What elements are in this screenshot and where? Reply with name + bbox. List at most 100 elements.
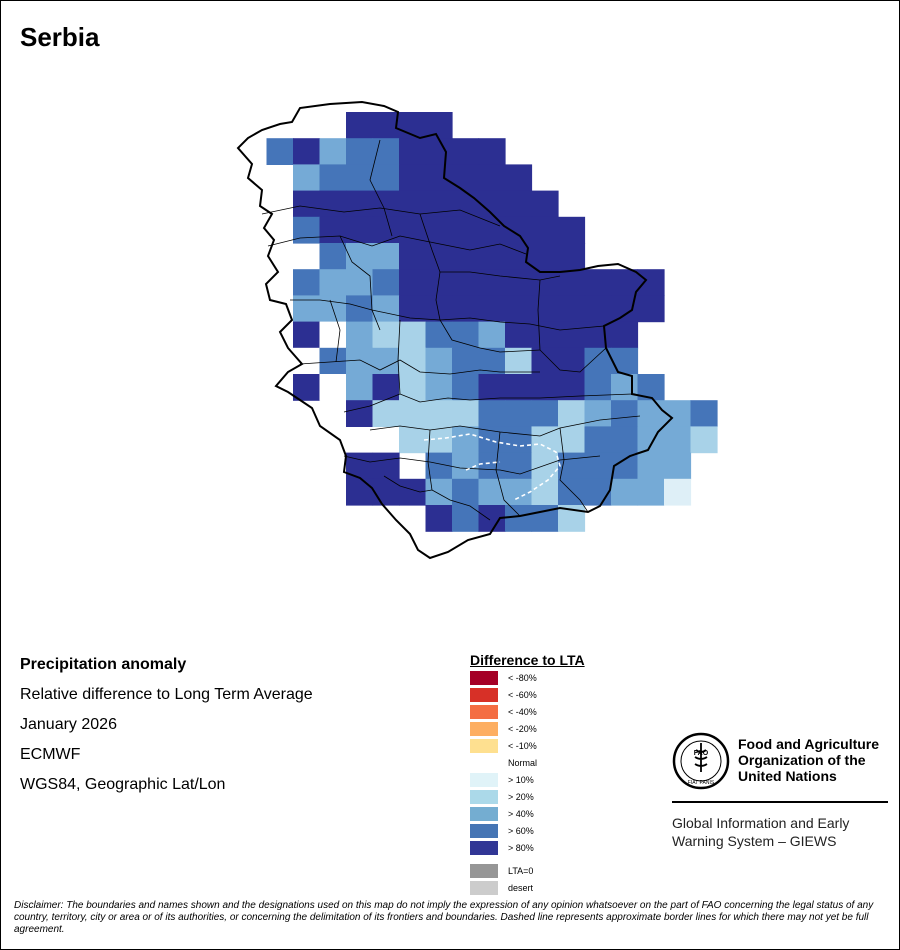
- legend-item-label: < -40%: [508, 707, 537, 717]
- grid-cell: [319, 321, 347, 349]
- legend-item-label: > 10%: [508, 775, 534, 785]
- grid-cell: [611, 269, 639, 296]
- period-label: January 2026: [20, 716, 117, 733]
- grid-cell: [558, 452, 586, 480]
- disclaimer-text: Disclaimer: The boundaries and names sho…: [14, 900, 874, 935]
- grid-cell: [293, 216, 321, 244]
- grid-cell: [505, 190, 533, 218]
- grid-cell: [478, 269, 506, 296]
- grid-cell: [399, 400, 427, 427]
- grid-cell: [372, 400, 400, 427]
- grid-cell: [452, 216, 480, 244]
- grid-cell: [346, 478, 374, 506]
- grid-cell: [372, 452, 400, 480]
- grid-cell: [478, 400, 506, 427]
- grid-cell: [584, 321, 612, 349]
- grid-cell: [372, 321, 400, 349]
- legend-item-swatch: [470, 824, 498, 838]
- legend-item-swatch: [470, 773, 498, 787]
- grid-cell: [346, 216, 374, 244]
- grid-cell: [531, 190, 559, 218]
- grid-cell: [452, 400, 480, 427]
- grid-cell: [425, 269, 453, 296]
- fao-name-line3: United Nations: [738, 768, 837, 784]
- grid-cell: [399, 426, 427, 454]
- disputed-border-dashed: [423, 433, 561, 501]
- grid-cell: [558, 269, 586, 296]
- variable-label: Precipitation anomaly: [20, 656, 187, 673]
- grid-cell: [505, 295, 533, 323]
- map-title: Serbia: [20, 22, 100, 52]
- legend-item-swatch: [470, 807, 498, 821]
- grid-cell: [293, 138, 321, 165]
- giews-label: Global Information and Early Warning Sys…: [672, 814, 888, 850]
- grid-cell: [372, 243, 400, 270]
- grid-cell: [664, 478, 692, 506]
- legend-item-label: < -80%: [508, 673, 537, 683]
- grid-cell: [637, 269, 665, 296]
- legend-title: Difference to LTA: [470, 652, 585, 668]
- legend-item-row: > 20%: [470, 789, 650, 806]
- grid-cell: [319, 164, 347, 192]
- grid-cell: [505, 321, 533, 349]
- grid-cell: [399, 347, 427, 375]
- grid-cell: [478, 452, 506, 480]
- grid-cell: [531, 269, 559, 296]
- legend-item-swatch: [470, 756, 498, 770]
- anomaly-grid: [266, 112, 718, 532]
- grid-cell: [346, 347, 374, 375]
- grid-cell: [399, 243, 427, 270]
- internal-district-borders: [261, 139, 641, 521]
- grid-cell: [452, 505, 480, 532]
- legend-item-swatch: [470, 841, 498, 855]
- grid-cell: [425, 138, 453, 165]
- legend-special-item-row: desert: [470, 880, 650, 897]
- grid-cell: [399, 295, 427, 323]
- grid-cell: [505, 400, 533, 427]
- grid-cell: [346, 269, 374, 296]
- grid-cell: [399, 216, 427, 244]
- grid-cell: [399, 190, 427, 218]
- legend-item-swatch: [470, 671, 498, 685]
- legend-special-item-swatch: [470, 864, 498, 878]
- grid-cell: [293, 374, 321, 401]
- grid-cell: [452, 374, 480, 401]
- grid-cell: [558, 216, 586, 244]
- legend-item-row: Normal: [470, 755, 650, 772]
- grid-cell: [293, 295, 321, 323]
- grid-cell: [558, 243, 586, 270]
- grid-cell: [319, 269, 347, 296]
- grid-cell: [425, 243, 453, 270]
- grid-cell: [611, 400, 639, 427]
- grid-cell: [637, 400, 665, 427]
- grid-cell: [319, 216, 347, 244]
- grid-cell: [531, 243, 559, 270]
- legend-special-item-label: LTA=0: [508, 866, 534, 876]
- grid-cell: [531, 347, 559, 375]
- grid-cell: [452, 295, 480, 323]
- grid-cell: [505, 269, 533, 296]
- grid-cell: [372, 269, 400, 296]
- legend-item-swatch: [470, 705, 498, 719]
- grid-cell: [319, 243, 347, 270]
- grid-cell: [558, 400, 586, 427]
- legend-special-item-row: LTA=0: [470, 863, 650, 880]
- grid-cell: [664, 426, 692, 454]
- grid-cell: [584, 374, 612, 401]
- grid-cell: [637, 295, 665, 323]
- legend-item-row: < -20%: [470, 721, 650, 738]
- grid-cell: [319, 190, 347, 218]
- map-info-panel: Precipitation anomaly Relative differenc…: [20, 656, 440, 806]
- grid-cell: [558, 295, 586, 323]
- grid-cell: [505, 347, 533, 375]
- legend-item-label: > 80%: [508, 843, 534, 853]
- grid-cell: [346, 243, 374, 270]
- grid-cell: [293, 321, 321, 349]
- fao-name-line2: Organization of the: [738, 752, 866, 768]
- fao-emblem-motto: FIAT PANIS: [688, 780, 715, 786]
- legend-item-swatch: [470, 688, 498, 702]
- fao-divider: [672, 801, 888, 803]
- grid-cell: [425, 164, 453, 192]
- grid-cell: [346, 400, 374, 427]
- grid-cell: [346, 112, 374, 139]
